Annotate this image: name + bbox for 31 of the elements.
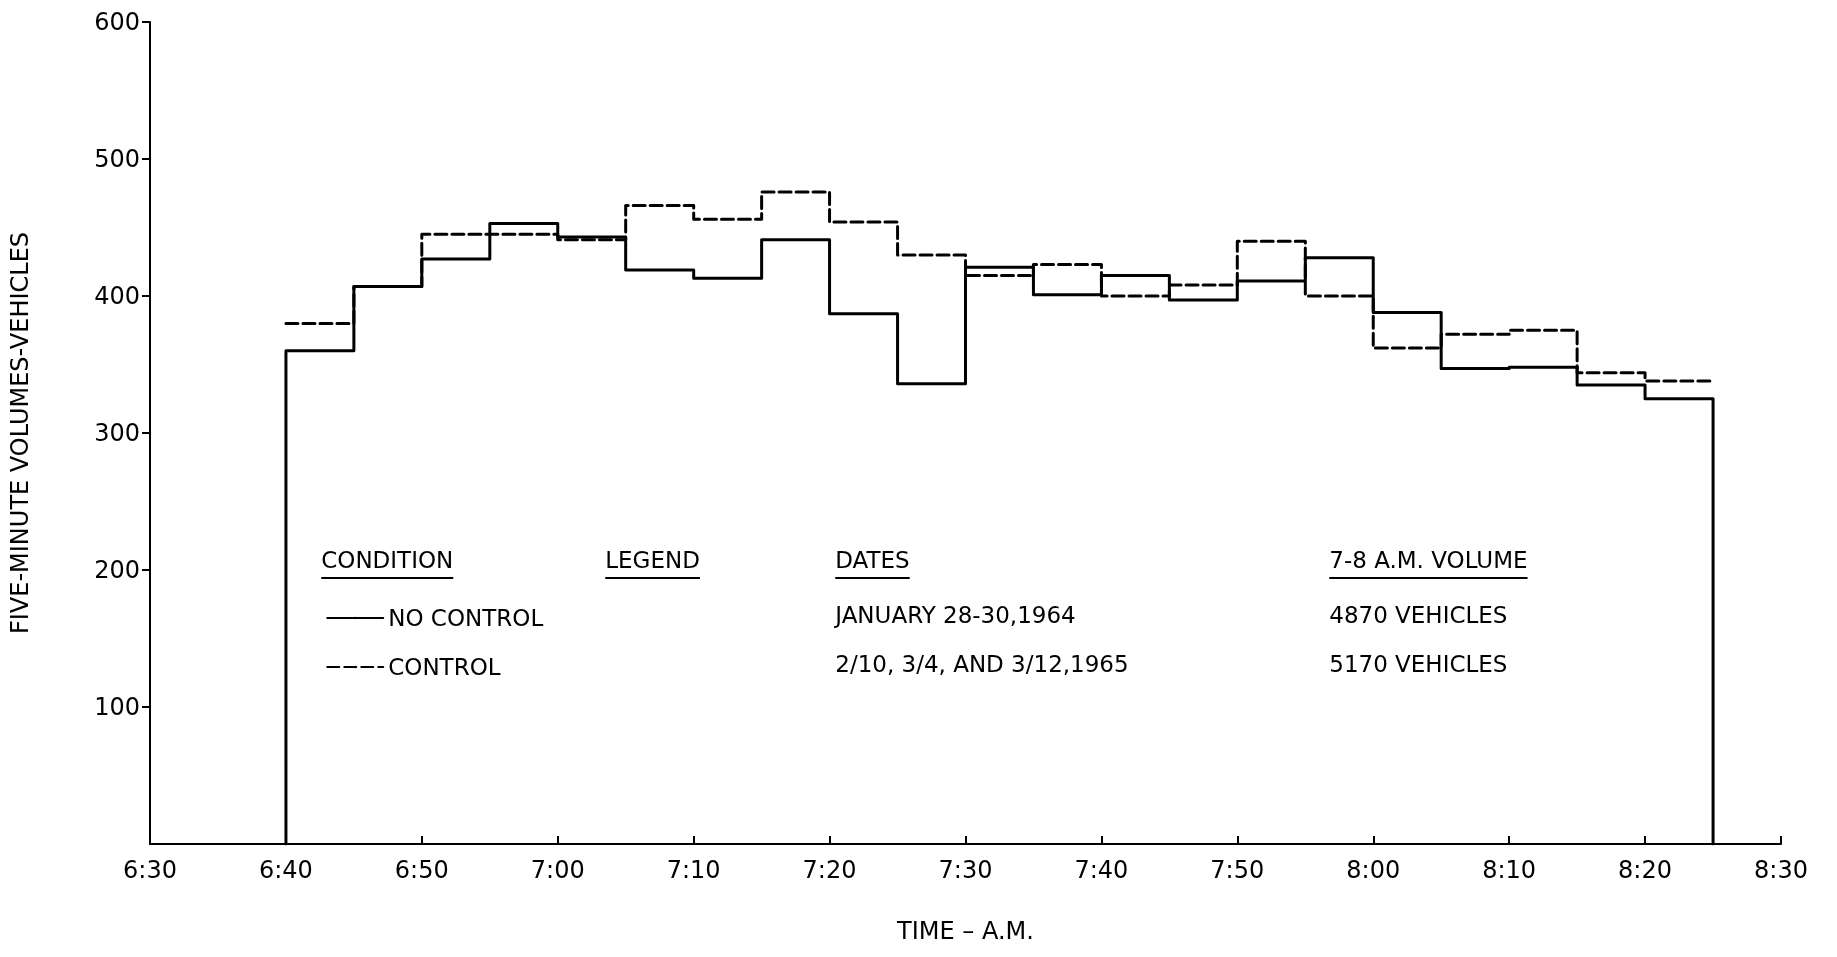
x-tick-label: 8:10 xyxy=(1482,856,1537,884)
x-tick-label: 7:20 xyxy=(802,856,857,884)
y-tick-label: 500 xyxy=(94,145,140,173)
x-tick-label: 7:50 xyxy=(1210,856,1265,884)
y-axis-title: FIVE-MINUTE VOLUMES-VEHICLES xyxy=(6,231,34,635)
annotation: DATES xyxy=(835,546,910,573)
x-tick-label: 6:30 xyxy=(123,856,177,884)
y-tick-label: 400 xyxy=(94,282,140,310)
annotation: CONDITION xyxy=(321,546,454,573)
x-tick-label: 6:50 xyxy=(394,856,449,884)
y-tick-label: 300 xyxy=(94,419,140,447)
annotation: 4870 VEHICLES xyxy=(1329,601,1508,628)
x-tick-label: 8:00 xyxy=(1346,856,1401,884)
y-tick-label: 600 xyxy=(94,8,140,36)
legend-label: CONTROL xyxy=(388,654,501,681)
annotation: 2/10, 3/4, AND 3/12,1965 xyxy=(835,650,1129,677)
annotation: 5170 VEHICLES xyxy=(1329,650,1508,677)
x-tick-label: 8:20 xyxy=(1618,856,1673,884)
x-tick-label: 7:00 xyxy=(530,856,585,884)
x-axis-title: TIME – A.M. xyxy=(896,917,1034,945)
y-tick-label: 200 xyxy=(94,556,140,584)
x-tick-label: 6:40 xyxy=(258,856,313,884)
x-tick-label: 7:30 xyxy=(938,856,993,884)
y-tick-label: 100 xyxy=(94,693,140,721)
x-tick-label: 8:30 xyxy=(1754,856,1808,884)
x-tick-label: 7:10 xyxy=(666,856,721,884)
x-tick-label: 7:40 xyxy=(1074,856,1129,884)
annotation: JANUARY 28-30,1964 xyxy=(833,601,1076,628)
legend-label: NO CONTROL xyxy=(388,605,544,632)
legend-title: LEGEND xyxy=(605,546,700,573)
annotation: 7-8 A.M. VOLUME xyxy=(1329,546,1528,573)
